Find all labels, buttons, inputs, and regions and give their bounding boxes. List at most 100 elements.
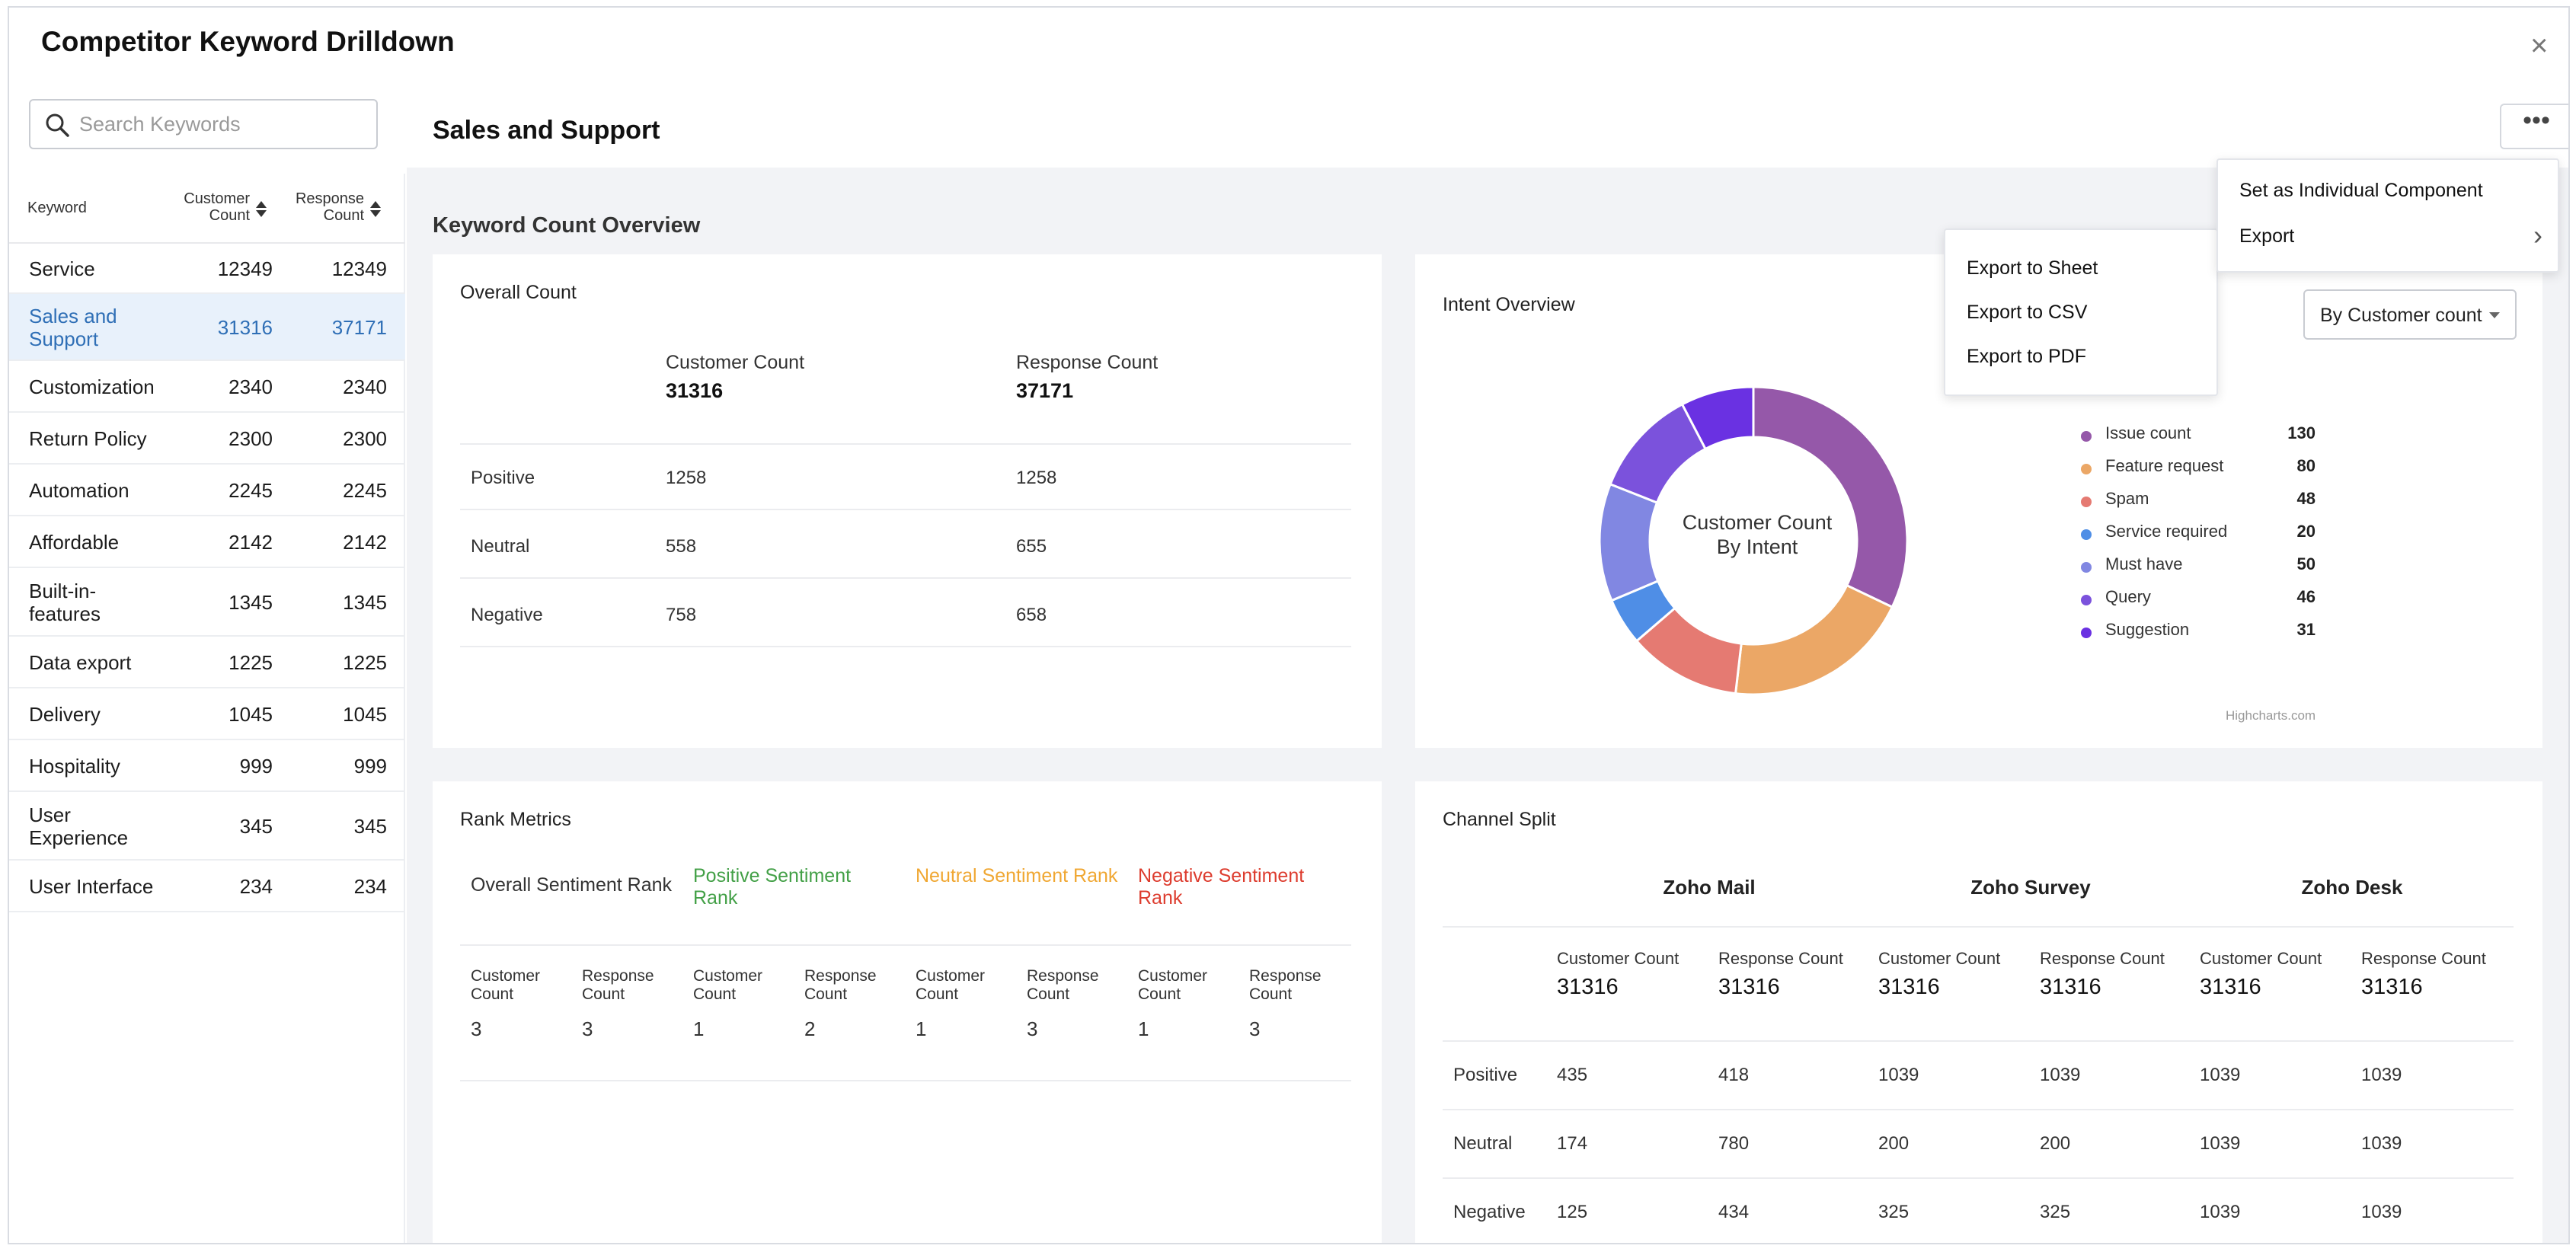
keyword-customer-count: 2142 [229, 531, 273, 554]
dialog-title: Competitor Keyword Drilldown [41, 26, 455, 57]
keyword-name: Built-in-features [29, 580, 101, 625]
scrollbar-stub[interactable] [32, 1243, 131, 1244]
rank-customer-value: 1 [916, 1017, 927, 1040]
channel-name: Zoho Mail [1663, 876, 1756, 899]
divider [460, 944, 1351, 946]
keyword-name: Automation [29, 479, 129, 502]
donut-slice-issue-count[interactable] [1752, 385, 1909, 609]
sort-up-icon[interactable] [370, 201, 381, 208]
keyword-table-header: Keyword Customer Count Response Count [9, 174, 405, 244]
col-customer-total: 31316 [666, 379, 724, 402]
overall-count-card: Overall Count Customer Count 31316 Respo… [433, 254, 1382, 748]
legend-label: Spam [2105, 489, 2149, 508]
sort-down-icon[interactable] [370, 210, 381, 217]
keyword-response-count: 1345 [343, 591, 387, 614]
keyword-row[interactable]: Built-in-features 1345 1345 [9, 568, 405, 637]
channel-customer-value: 435 [1557, 1065, 1588, 1085]
donut-slice-suggestion[interactable] [1680, 385, 1755, 451]
header-response-count[interactable]: Response Count [280, 190, 364, 224]
divider [1443, 1177, 2514, 1179]
legend-item[interactable]: Must have 50 [2081, 554, 2325, 579]
search-box[interactable] [29, 99, 378, 149]
keyword-customer-count: 31316 [217, 316, 273, 339]
response-count-value: 1258 [1016, 468, 1057, 488]
sort-down-icon[interactable] [256, 210, 267, 217]
divider [460, 1080, 1351, 1081]
rank-customer-label: Customer Count [1138, 967, 1208, 1003]
sort-up-icon[interactable] [256, 201, 267, 208]
channel-row-label: Negative [1453, 1202, 1526, 1222]
keyword-row[interactable]: Sales and Support 31316 37171 [9, 294, 405, 361]
more-options-button[interactable]: ••• [2500, 104, 2568, 149]
intent-mode-select[interactable]: By Customer count [2303, 289, 2517, 340]
legend-item[interactable]: Query 46 [2081, 587, 2325, 612]
keyword-row[interactable]: Delivery 1045 1045 [9, 688, 405, 740]
donut-slice-feature-request[interactable] [1734, 583, 1894, 696]
rank-metrics-card: Rank Metrics Overall Sentiment Rank Custo… [433, 781, 1382, 1243]
keyword-name: Return Policy [29, 427, 147, 450]
channel-name: Zoho Desk [2301, 876, 2403, 899]
keyword-row[interactable]: Data export 1225 1225 [9, 637, 405, 688]
card-title: Intent Overview [1443, 294, 1575, 315]
header-customer-count[interactable]: Customer Count [166, 190, 250, 224]
legend-item[interactable]: Service required 20 [2081, 522, 2325, 546]
keyword-customer-count: 234 [239, 875, 273, 898]
scrollbar-stub[interactable] [143, 1243, 250, 1244]
response-count-value: 655 [1016, 536, 1047, 557]
keyword-row[interactable]: Hospitality 999 999 [9, 740, 405, 792]
search-icon [46, 113, 69, 137]
export-to-pdf-item[interactable]: Export to PDF [1967, 346, 2086, 367]
highcharts-credit[interactable]: Highcharts.com [2226, 708, 2316, 723]
legend-item[interactable]: Feature request 80 [2081, 456, 2325, 481]
legend-item[interactable]: Suggestion 31 [2081, 620, 2325, 644]
header-response-count-label: Response Count [295, 190, 364, 224]
keyword-response-count: 12349 [331, 257, 387, 280]
keyword-name: Hospitality [29, 755, 120, 778]
keyword-customer-count: 2300 [229, 427, 273, 450]
legend-value: 20 [2296, 522, 2316, 541]
close-icon[interactable]: × [2530, 29, 2549, 62]
legend-item[interactable]: Spam 48 [2081, 489, 2325, 513]
channel-response-value: 780 [1718, 1133, 1750, 1154]
channel-customer-value: 1039 [1878, 1065, 1919, 1085]
channel-customer-value: 325 [1878, 1202, 1910, 1222]
legend-dot-icon [2081, 431, 2092, 442]
keyword-customer-count: 12349 [217, 257, 273, 280]
keyword-response-count: 2340 [343, 375, 387, 398]
keyword-row[interactable]: Customization 2340 2340 [9, 361, 405, 413]
keyword-row[interactable]: User Interface 234 234 [9, 861, 405, 912]
channel-customer-total: 31316 [2200, 975, 2261, 999]
legend-label: Service required [2105, 522, 2228, 541]
legend-dot-icon [2081, 595, 2092, 605]
keyword-name: Delivery [29, 703, 101, 726]
keyword-row[interactable]: Return Policy 2300 2300 [9, 413, 405, 465]
channel-customer-label: Customer Count [1557, 949, 1680, 968]
keyword-name: User Interface [29, 875, 154, 898]
col-response-label: Response Count [1016, 352, 1159, 373]
keyword-row[interactable]: Service 12349 12349 [9, 244, 405, 294]
rank-response-value: 3 [1249, 1017, 1261, 1040]
divider [460, 577, 1351, 579]
search-input[interactable] [79, 107, 369, 142]
keyword-customer-count: 1345 [229, 591, 273, 614]
divider [1443, 1040, 2514, 1042]
export-to-csv-item[interactable]: Export to CSV [1967, 302, 2088, 323]
legend-dot-icon [2081, 464, 2092, 474]
export-menu-item[interactable]: Export [2239, 225, 2295, 247]
keyword-row[interactable]: Automation 2245 2245 [9, 465, 405, 516]
channel-row-label: Positive [1453, 1065, 1518, 1085]
export-submenu: Export to Sheet Export to CSV Export to … [1944, 228, 2218, 396]
legend-value: 48 [2296, 489, 2316, 508]
keyword-response-count: 234 [353, 875, 387, 898]
set-individual-component-item[interactable]: Set as Individual Component [2239, 180, 2483, 201]
export-to-sheet-item[interactable]: Export to Sheet [1967, 257, 2098, 279]
legend-item[interactable]: Issue count 130 [2081, 423, 2325, 448]
keyword-response-count: 2142 [343, 531, 387, 554]
legend-label: Suggestion [2105, 620, 2190, 639]
keyword-row[interactable]: User Experience 345 345 [9, 792, 405, 861]
rank-customer-value: 1 [693, 1017, 705, 1040]
keyword-row[interactable]: Affordable 2142 2142 [9, 516, 405, 568]
rank-response-label: Response Count [582, 967, 654, 1003]
keyword-sidebar: Keyword Customer Count Response Count Se… [9, 174, 405, 1243]
channel-response-value: 434 [1718, 1202, 1750, 1222]
